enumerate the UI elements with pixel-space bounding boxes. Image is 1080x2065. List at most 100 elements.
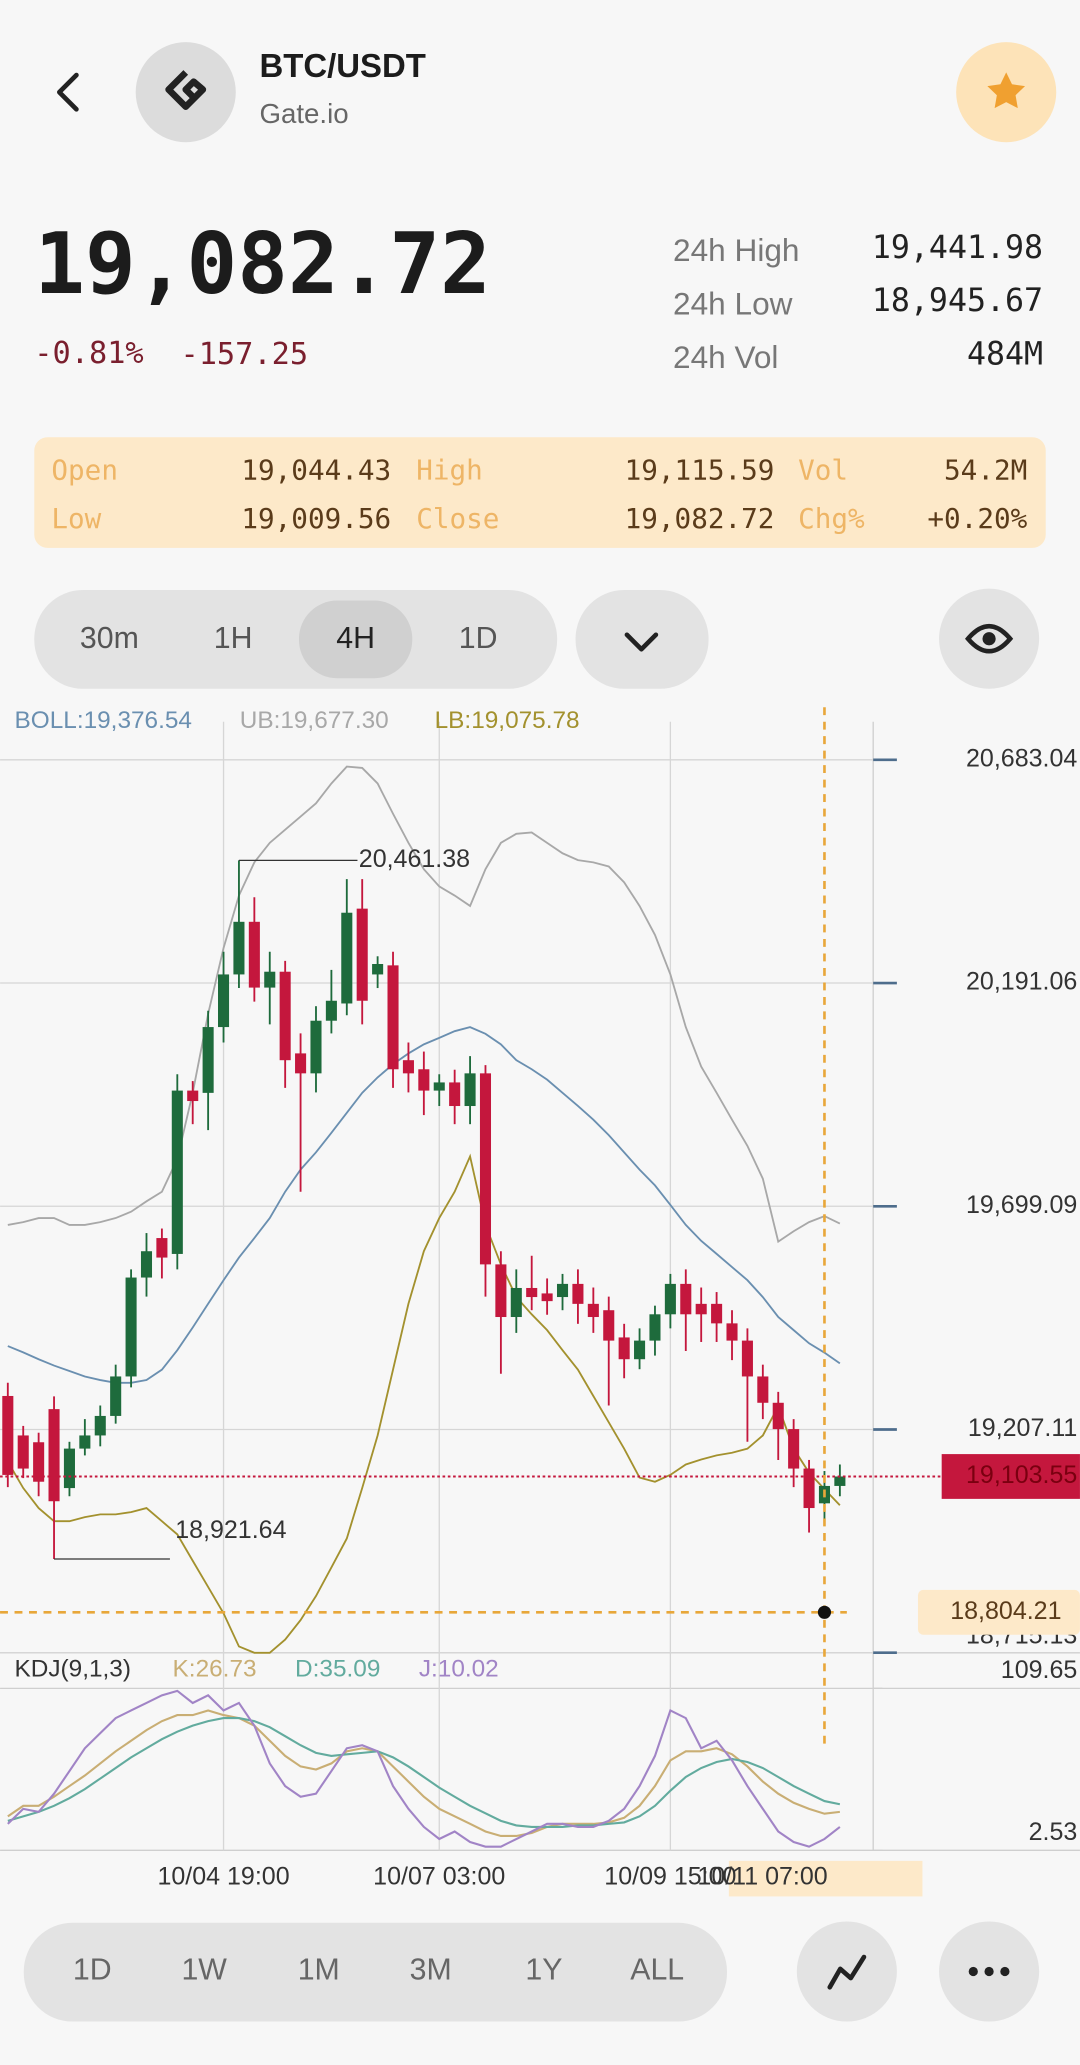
candle-body bbox=[17, 1435, 29, 1469]
interval-button[interactable]: 1D bbox=[459, 622, 498, 655]
kdj-line bbox=[7, 1689, 841, 1848]
kdj-title: KDJ(9,1,3) bbox=[15, 1655, 131, 1682]
boll-line bbox=[7, 1026, 841, 1384]
x-tick-label: 10/07 03:00 bbox=[373, 1863, 505, 1891]
candle-body bbox=[695, 1303, 707, 1315]
kdj-line bbox=[7, 1717, 841, 1828]
candle-body bbox=[341, 912, 353, 1004]
ohlc-label: Vol bbox=[798, 453, 848, 486]
candle-body bbox=[772, 1402, 784, 1430]
stat-label: 24h High bbox=[673, 232, 799, 268]
selected-interval bbox=[298, 600, 413, 679]
logo-icon bbox=[165, 70, 207, 110]
interval-button[interactable]: 30m bbox=[80, 622, 139, 655]
range-button[interactable]: 1W bbox=[181, 1953, 227, 1986]
ohlc-label: Low bbox=[51, 502, 101, 535]
chart: 10/04 19:00 10/07 03:00 10/09 15:00 20,683.… bbox=[0, 707, 1080, 1897]
candle-body bbox=[788, 1429, 800, 1469]
high-marker-label: 20,461.38 bbox=[359, 845, 470, 873]
chart-type-button[interactable] bbox=[796, 1921, 897, 2022]
stat-value: 19,441.98 bbox=[872, 230, 1043, 266]
candle-body bbox=[187, 1090, 199, 1102]
candle-body bbox=[202, 1027, 214, 1093]
crosshair-y-label: 18,804.21 bbox=[950, 1597, 1061, 1625]
candle-body bbox=[171, 1090, 183, 1254]
eye-icon bbox=[964, 623, 1014, 654]
candle-body bbox=[218, 974, 230, 1028]
interval-bar bbox=[34, 590, 558, 689]
ohlc-label: Close bbox=[416, 502, 499, 535]
kdj-tick-label: 109.65 bbox=[1001, 1656, 1078, 1684]
range-bar bbox=[23, 1922, 728, 2022]
candle-body bbox=[402, 1060, 414, 1074]
candle-body bbox=[156, 1238, 168, 1258]
y-tick-label: 20,191.06 bbox=[966, 968, 1077, 996]
stats: 24h High 19,441.98 24h Low 18,945.67 24h Vol… bbox=[673, 230, 1043, 375]
stat-value: 484M bbox=[967, 337, 1043, 373]
candle-body bbox=[279, 971, 291, 1061]
candle-body bbox=[248, 921, 260, 988]
candle-body bbox=[603, 1310, 615, 1341]
range-button[interactable]: ALL bbox=[630, 1953, 684, 1986]
candle-body bbox=[834, 1476, 846, 1486]
candle-body bbox=[803, 1468, 815, 1509]
candle-body bbox=[510, 1287, 522, 1318]
range-button[interactable]: 1M bbox=[298, 1953, 340, 1986]
pair-title: BTC/USDT bbox=[259, 47, 425, 84]
back-button[interactable] bbox=[57, 72, 79, 112]
stat-label: 24h Vol bbox=[673, 339, 778, 375]
x-tick-label: 10/04 19:00 bbox=[157, 1863, 289, 1891]
star-icon bbox=[987, 72, 1026, 109]
candle-body bbox=[79, 1435, 91, 1449]
change-percent: -0.81% bbox=[34, 336, 143, 371]
candle-body bbox=[325, 1000, 337, 1021]
candle-body bbox=[495, 1264, 507, 1318]
y-tick-label: 19,699.09 bbox=[966, 1191, 1077, 1219]
candle-body bbox=[680, 1283, 692, 1315]
candle-body bbox=[464, 1073, 476, 1107]
ohlc-value: 19,009.56 bbox=[241, 502, 391, 535]
range-button[interactable]: 1D bbox=[73, 1953, 112, 1986]
boll-legend: LB:19,075.78 bbox=[435, 707, 580, 734]
dot bbox=[968, 1966, 978, 1977]
boll-legend: BOLL:19,376.54 bbox=[15, 707, 192, 734]
candle-body bbox=[372, 963, 384, 975]
candle-body bbox=[649, 1314, 661, 1341]
candle-body bbox=[63, 1448, 75, 1489]
candle-body bbox=[233, 921, 245, 975]
ohlc-value: 19,044.43 bbox=[241, 453, 391, 486]
candle-body bbox=[140, 1251, 153, 1278]
candle-body bbox=[94, 1415, 106, 1436]
candle-body bbox=[726, 1323, 738, 1341]
low-marker-label: 18,921.64 bbox=[175, 1516, 286, 1544]
candle-body bbox=[634, 1340, 646, 1360]
candle-body bbox=[572, 1283, 584, 1304]
candle-body bbox=[618, 1337, 630, 1360]
stat-value: 18,945.67 bbox=[872, 283, 1043, 319]
last-price: 19,082.72 bbox=[34, 215, 491, 313]
candle-body bbox=[433, 1082, 445, 1091]
boll-line bbox=[7, 765, 841, 1244]
more-intervals-button[interactable] bbox=[575, 590, 709, 689]
interval-button[interactable]: 4H bbox=[336, 622, 375, 655]
candle-body bbox=[264, 971, 276, 988]
exchange: Gate.io bbox=[259, 98, 348, 129]
candle-body bbox=[110, 1376, 122, 1416]
candle-body bbox=[757, 1376, 769, 1403]
crosshair-dot bbox=[817, 1605, 832, 1619]
range-button[interactable]: 3M bbox=[410, 1953, 452, 1986]
candle-body bbox=[556, 1283, 569, 1298]
ohlc-value: +0.20% bbox=[927, 502, 1027, 535]
last-price-label: 19,103.55 bbox=[966, 1461, 1077, 1489]
candle-body bbox=[418, 1069, 430, 1091]
ohlc-values: Open 19,044.43 High 19,115.59 Vol 54.2M Low 19,… bbox=[51, 453, 1027, 535]
change-amount: -157.25 bbox=[180, 337, 308, 372]
kdj-tick-label: 2.53 bbox=[1029, 1818, 1078, 1846]
candle-body bbox=[741, 1340, 753, 1377]
range-button[interactable]: 1Y bbox=[525, 1953, 562, 1986]
y-tick-label: 19,207.11 bbox=[968, 1414, 1077, 1442]
stat-label: 24h Low bbox=[673, 286, 793, 322]
interval-button[interactable]: 1H bbox=[214, 622, 253, 655]
candle-body bbox=[587, 1303, 599, 1318]
